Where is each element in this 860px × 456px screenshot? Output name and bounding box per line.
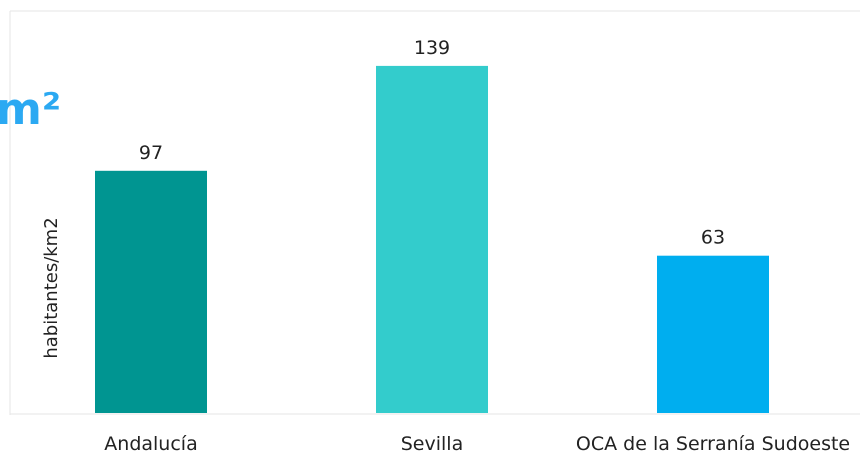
bar-1 bbox=[95, 170, 207, 413]
bars-group bbox=[95, 65, 769, 414]
value-label-2: 139 bbox=[414, 37, 450, 59]
bar-2 bbox=[376, 65, 488, 414]
y-axis-label: habitantes/km2 bbox=[41, 217, 62, 358]
value-label-3: 63 bbox=[701, 227, 725, 249]
chart-title: m² bbox=[0, 84, 61, 135]
category-label-3: OCA de la Serranía Sudoeste bbox=[576, 433, 850, 455]
bar-3 bbox=[657, 255, 769, 413]
category-label-2: Sevilla bbox=[401, 433, 463, 455]
value-labels-group: 97 139 63 bbox=[139, 37, 725, 249]
category-labels-group: Andalucía Sevilla OCA de la Serranía Sudoe… bbox=[104, 433, 850, 455]
category-label-1: Andalucía bbox=[104, 433, 197, 455]
value-label-1: 97 bbox=[139, 142, 163, 164]
